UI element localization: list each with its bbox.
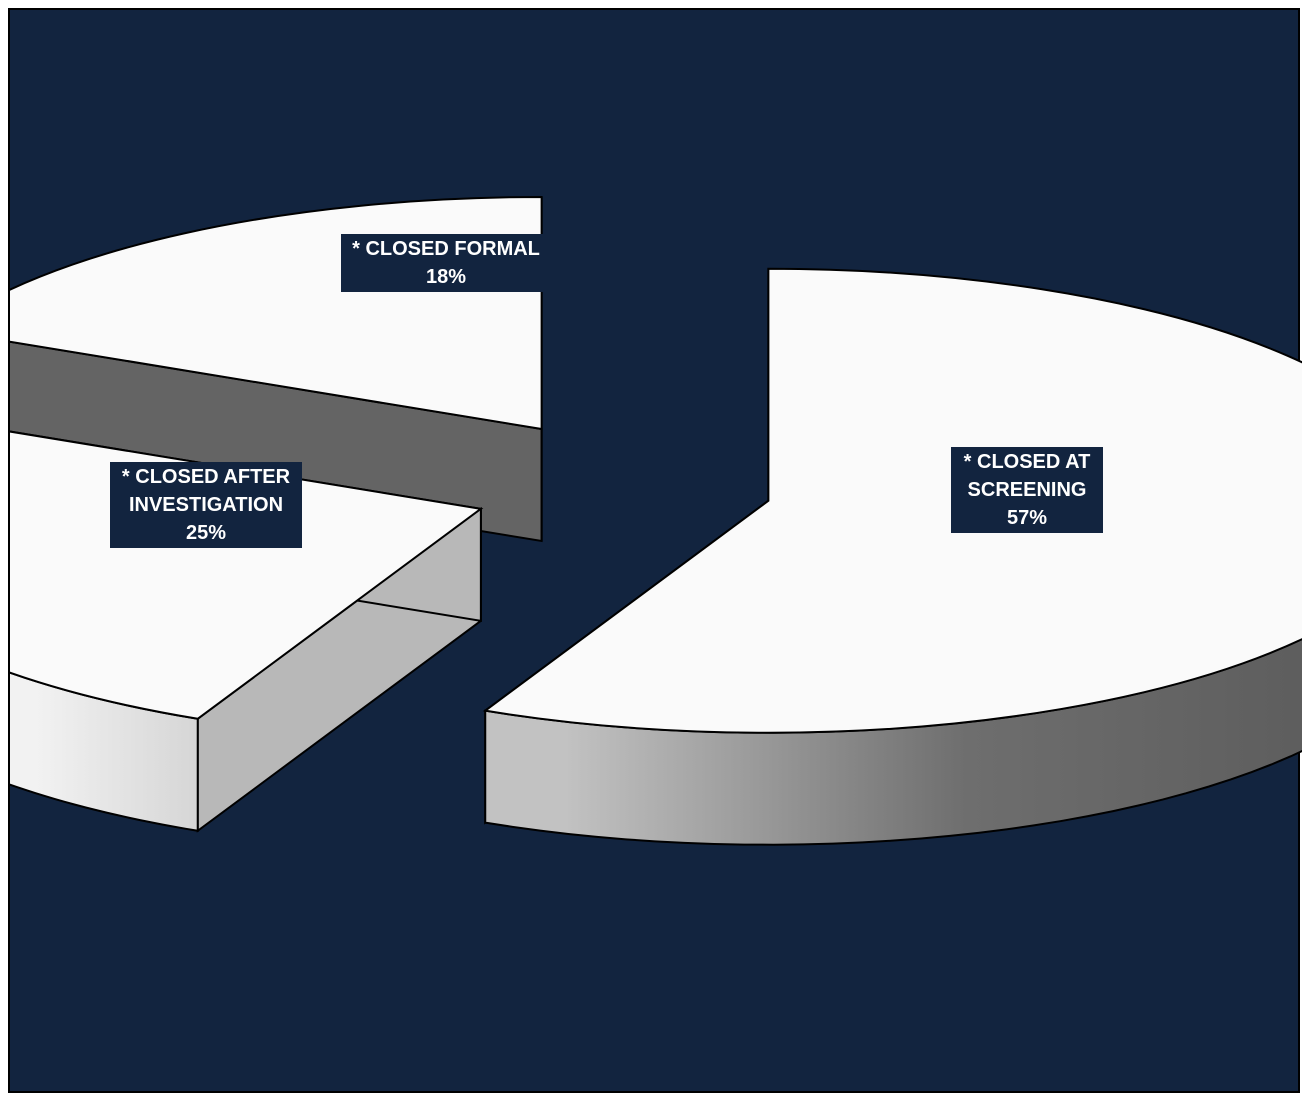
pie-slice-closed-at-screening <box>482 267 1302 846</box>
slice-label-text: * CLOSED FORMAL <box>352 238 540 260</box>
pie-slice-top <box>482 267 1302 734</box>
slice-label-text: * CLOSED AFTER <box>121 466 291 488</box>
pie-chart <box>10 196 1302 846</box>
slice-label-text: * CLOSED AT <box>963 451 1091 473</box>
slice-label-closed-formal: * CLOSED FORMAL 18% <box>341 234 551 292</box>
slice-label-closed-after-investigation: * CLOSED AFTER INVESTIGATION 25% <box>110 462 302 548</box>
slice-label-text-2: SCREENING <box>967 479 1087 501</box>
slice-label-closed-at-screening: * CLOSED AT SCREENING 57% <box>951 447 1103 533</box>
slice-label-text-2: INVESTIGATION <box>128 494 284 516</box>
slice-value-label: 25% <box>185 522 227 544</box>
slice-value-label: 18% <box>425 266 467 288</box>
slice-value-label: 57% <box>1006 507 1048 529</box>
chart-frame: * CLOSED FORMAL 18% * CLOSED AFTER INVES… <box>8 8 1302 1093</box>
pie-slice-side <box>10 671 199 832</box>
